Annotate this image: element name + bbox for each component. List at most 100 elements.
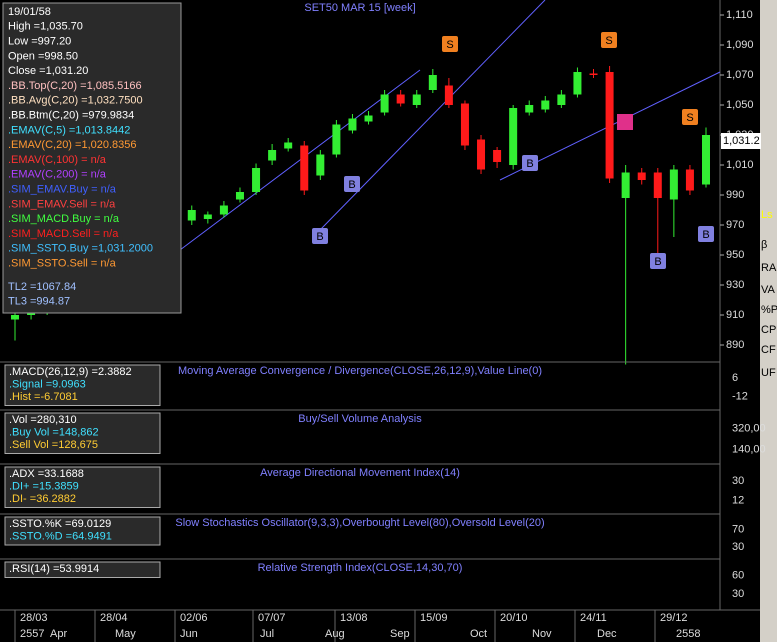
candle-body — [605, 72, 614, 179]
candle-body — [316, 154, 325, 176]
candle-body — [621, 172, 630, 198]
toolbar-item[interactable]: VA — [761, 284, 776, 296]
date-label: 28/03 — [20, 612, 48, 624]
month-label: Jun — [180, 628, 198, 640]
panel-tick-label: 6 — [732, 372, 738, 384]
info-line: Close =1,031.20 — [8, 65, 88, 77]
info-line: .EMAV(C,200) = n/a — [8, 169, 107, 181]
panel-info-line: .ADX =33.1688 — [9, 468, 84, 480]
candle-body — [364, 115, 373, 122]
signal-badge — [442, 36, 458, 52]
panel-info-box — [4, 516, 161, 546]
candle-body — [557, 94, 566, 105]
trend-line — [179, 69, 421, 251]
signal-badge — [650, 253, 666, 269]
panel-tick-label: 30 — [732, 588, 744, 600]
panel-info-box — [4, 561, 161, 578]
candle-body — [444, 85, 453, 105]
info-line: Open =998.50 — [8, 50, 78, 62]
signal-label: B — [526, 158, 533, 170]
signal-badge — [601, 32, 617, 48]
signal-label: B — [316, 231, 323, 243]
candle-body — [219, 205, 228, 215]
toolbar-item[interactable]: Ls — [761, 209, 773, 221]
candle-body — [412, 94, 421, 105]
toolbar-item[interactable]: CF — [761, 344, 776, 356]
info-line: .SIM_SSTO.Sell = n/a — [8, 258, 117, 270]
info-line: .SIM_MACD.Sell = n/a — [8, 228, 119, 240]
candle-body — [685, 169, 694, 191]
info-line: 19/01/58 — [8, 6, 51, 18]
date-label: 07/07 — [258, 612, 286, 624]
signal-label: B — [348, 179, 355, 191]
panel-title: Slow Stochastics Oscillator(9,3,3),Overb… — [175, 517, 544, 529]
signal-label: S — [605, 35, 612, 47]
panel-info-line: .SSTO.%K =69.0129 — [9, 518, 111, 530]
candle-body — [428, 75, 437, 90]
candle-body — [332, 124, 341, 155]
panel-title: Buy/Sell Volume Analysis — [298, 413, 422, 425]
toolbar-item[interactable]: RA — [761, 262, 777, 274]
info-line: .BB.Avg(C,20) =1,032.7500 — [8, 95, 143, 107]
last-price-box — [721, 133, 761, 149]
candle-body — [509, 108, 518, 165]
y-tick-label: 950 — [726, 249, 744, 261]
y-tick-label: 1,050 — [726, 99, 754, 111]
candle-body — [268, 150, 277, 161]
candle-body — [235, 192, 244, 200]
panel-tick-label: -12 — [732, 390, 748, 402]
month-label: Jul — [260, 628, 274, 640]
panel-tick-label: 60 — [732, 569, 744, 581]
last-price: 1,031.2 — [723, 135, 760, 147]
info-line: .SIM_MACD.Buy = n/a — [8, 213, 120, 225]
y-tick-label: 1,110 — [726, 9, 753, 21]
y-tick-label: 1,090 — [726, 39, 754, 51]
panel-info-box — [4, 412, 161, 454]
date-label: 13/08 — [340, 612, 368, 624]
info-line: .SIM_EMAV.Buy = n/a — [8, 184, 117, 196]
y-tick-label: 930 — [726, 279, 744, 291]
panel-tick-label: 140,00 — [732, 444, 766, 456]
date-label: 24/11 — [580, 612, 607, 624]
signal-label: S — [686, 112, 693, 124]
signal-label: S — [446, 39, 453, 51]
toolbar-item[interactable]: UF — [761, 367, 776, 379]
info-line: .SIM_EMAV.Sell = n/a — [8, 198, 116, 210]
y-tick-label: 970 — [726, 219, 744, 231]
month-label: Oct — [470, 628, 487, 640]
panel-info-line: .Signal =9.0963 — [9, 378, 86, 390]
y-tick-label: 1,070 — [726, 69, 754, 81]
toolbar — [760, 0, 777, 642]
date-label: 20/10 — [500, 612, 528, 624]
candle-body — [348, 118, 357, 131]
panel-info-box — [4, 364, 161, 406]
y-tick-label: 890 — [726, 339, 744, 351]
candle-body — [11, 315, 19, 320]
candle-body — [637, 172, 646, 180]
candle-body — [669, 169, 678, 200]
date-label: 28/04 — [100, 612, 128, 624]
toolbar-item[interactable]: β — [761, 239, 767, 251]
candle-body — [589, 73, 598, 75]
info-line: .EMAV(C,20) =1,020.8356 — [8, 139, 137, 151]
month-label: May — [115, 628, 136, 640]
info-line: Low =997.20 — [8, 36, 71, 48]
candle-body — [380, 94, 389, 113]
panel-tick-label: 30 — [732, 475, 744, 487]
month-label: 2557 — [20, 628, 44, 640]
candle-body — [460, 103, 469, 146]
pink-marker — [617, 114, 633, 130]
info-line: .SIM_SSTO.Buy =1,031.2000 — [8, 243, 153, 255]
panel-info-line: .Vol =280,310 — [9, 414, 77, 426]
candle-body — [573, 72, 582, 95]
panel-info-line: .SSTO.%D =64.9491 — [9, 530, 112, 542]
panel-info-line: .RSI(14) =53.9914 — [9, 563, 99, 575]
chart-title: SET50 MAR 15 [week] — [304, 2, 415, 14]
panel-info-line: .Hist =-6.7081 — [9, 391, 78, 403]
candle-body — [653, 172, 662, 198]
signal-badge — [698, 226, 714, 242]
toolbar-item[interactable]: %P — [761, 304, 777, 316]
toolbar-item[interactable]: CP — [761, 324, 776, 336]
date-label: 02/06 — [180, 612, 208, 624]
